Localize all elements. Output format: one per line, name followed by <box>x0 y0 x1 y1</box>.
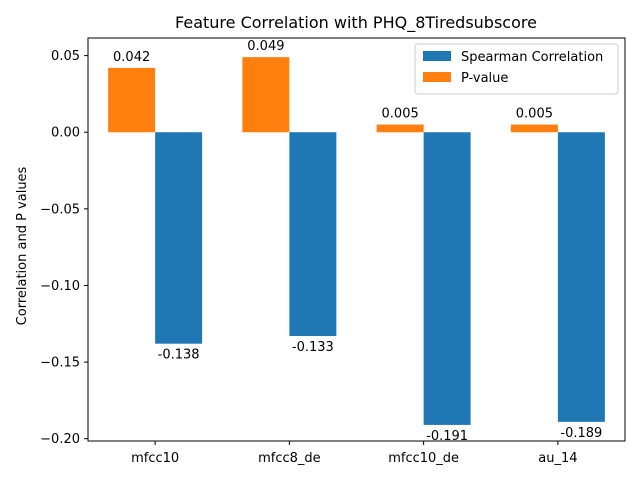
bar-correlation-mfcc10 <box>155 132 203 344</box>
y-tick-label: −0.10 <box>40 279 80 294</box>
y-tick-label: −0.15 <box>40 356 80 371</box>
y-tick-label: 0.05 <box>51 49 80 64</box>
x-tick-label: mfcc10 <box>131 451 179 466</box>
bar-pvalue-mfcc8_de <box>242 57 290 133</box>
legend-box <box>414 43 619 95</box>
x-tick-label: au_14 <box>538 451 577 466</box>
y-tick-label: −0.20 <box>40 432 80 447</box>
bar-correlation-mfcc10_de <box>423 132 471 425</box>
plot-frame <box>87 37 626 442</box>
bar-pvalue-au_14 <box>510 124 558 133</box>
bar-label-correlation-mfcc8_de: -0.133 <box>292 340 334 355</box>
chart-title: Feature Correlation with PHQ_8Tiredsubsc… <box>175 13 537 33</box>
x-axis-ticks: mfcc10 mfcc8_de mfcc10_de au_14 <box>131 441 578 466</box>
x-tick-label: mfcc8_de <box>258 451 321 466</box>
bar-pvalue-mfcc10_de <box>376 124 424 133</box>
bar-label-correlation-mfcc10: -0.138 <box>158 348 200 363</box>
y-axis-label: Correlation and P values <box>15 166 30 325</box>
y-tick-label: 0.00 <box>51 126 80 141</box>
bar-label-pvalue-mfcc10_de: 0.005 <box>382 107 419 122</box>
bar-correlation-au_14 <box>557 132 605 422</box>
bar-label-correlation-mfcc10_de: -0.191 <box>426 429 468 444</box>
legend-entry: P-value <box>461 71 508 86</box>
legend-swatch <box>423 51 451 61</box>
bars-group <box>108 57 605 425</box>
bar-label-pvalue-au_14: 0.005 <box>516 107 553 122</box>
legend: Spearman Correlation P-value <box>414 43 619 95</box>
x-tick-label: mfcc10_de <box>388 451 459 466</box>
bar-correlation-mfcc8_de <box>289 132 337 337</box>
bar-label-pvalue-mfcc8_de: 0.049 <box>247 39 284 54</box>
legend-entry: Spearman Correlation <box>461 50 603 65</box>
legend-swatch <box>423 72 451 82</box>
bar-pvalue-mfcc10 <box>108 67 156 133</box>
bar-label-correlation-au_14: -0.189 <box>560 426 602 441</box>
bar-label-pvalue-mfcc10: 0.042 <box>113 50 150 65</box>
y-tick-label: −0.05 <box>40 202 80 217</box>
bar-labels-group: 0.042 -0.138 0.049 -0.133 0.005 -0.191 0.005 -0… <box>113 39 602 444</box>
y-axis-ticks: 0.05 0.00 −0.05 −0.10 −0.15 −0.20 <box>40 49 88 447</box>
